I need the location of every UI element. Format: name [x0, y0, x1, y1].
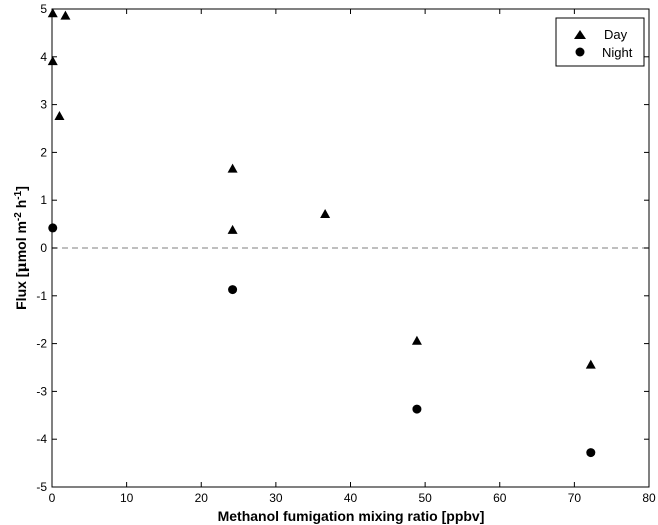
night-point-marker: [586, 448, 596, 458]
day-point-marker: [585, 359, 596, 369]
night-point-marker: [412, 404, 422, 414]
y-tick-label: 2: [40, 145, 47, 159]
x-tick-label: 60: [493, 491, 507, 505]
x-tick-label: 40: [344, 491, 358, 505]
legend-box: [555, 17, 645, 67]
data-points: [47, 8, 596, 458]
y-tick-label: -1: [36, 289, 47, 303]
y-tick-label: 0: [40, 241, 47, 255]
x-tick-label: 30: [269, 491, 283, 505]
day-point-marker: [411, 335, 422, 345]
legend-night-marker: [575, 47, 585, 57]
y-tick-label: 5: [40, 2, 47, 16]
day-point-marker: [47, 56, 58, 66]
y-tick-label: -3: [36, 384, 47, 398]
day-point-marker: [60, 10, 71, 20]
y-tick-label: 3: [40, 98, 47, 112]
x-tick-label: 70: [568, 491, 582, 505]
y-axis-ticks: -5 -4 -3 -2 -1 0 1 2 3 4 5: [36, 2, 649, 494]
y-tick-label: -4: [36, 432, 47, 446]
x-tick-label: 50: [418, 491, 432, 505]
day-point-marker: [54, 111, 65, 121]
day-point-marker: [227, 224, 238, 234]
y-tick-label: -2: [36, 337, 47, 351]
y-tick-label: -5: [36, 480, 47, 494]
plot-area: [52, 9, 649, 487]
y-tick-label: 1: [40, 193, 47, 207]
y-axis-title: Flux [μmol m-2 h-1]: [13, 186, 31, 310]
x-tick-label: 0: [49, 491, 56, 505]
x-tick-label: 20: [195, 491, 209, 505]
x-axis-ticks: 0 10 20 30 40 50 60 70 80: [49, 9, 656, 505]
legend-night-label: Night: [602, 45, 633, 60]
y-tick-label: 4: [40, 50, 47, 64]
x-axis-title: Methanol fumigation mixing ratio [ppbv]: [218, 508, 485, 524]
legend-day-label: Day: [604, 27, 628, 42]
night-point-marker: [48, 223, 58, 233]
day-point-marker: [227, 163, 238, 173]
plot-frame: [51, 8, 650, 488]
day-point-marker: [47, 8, 58, 18]
night-point-marker: [228, 285, 238, 295]
legend: Day Night: [555, 17, 645, 67]
x-tick-label: 80: [642, 491, 656, 505]
x-tick-label: 10: [120, 491, 134, 505]
legend-day-marker: [574, 30, 586, 39]
day-point-marker: [320, 209, 331, 219]
